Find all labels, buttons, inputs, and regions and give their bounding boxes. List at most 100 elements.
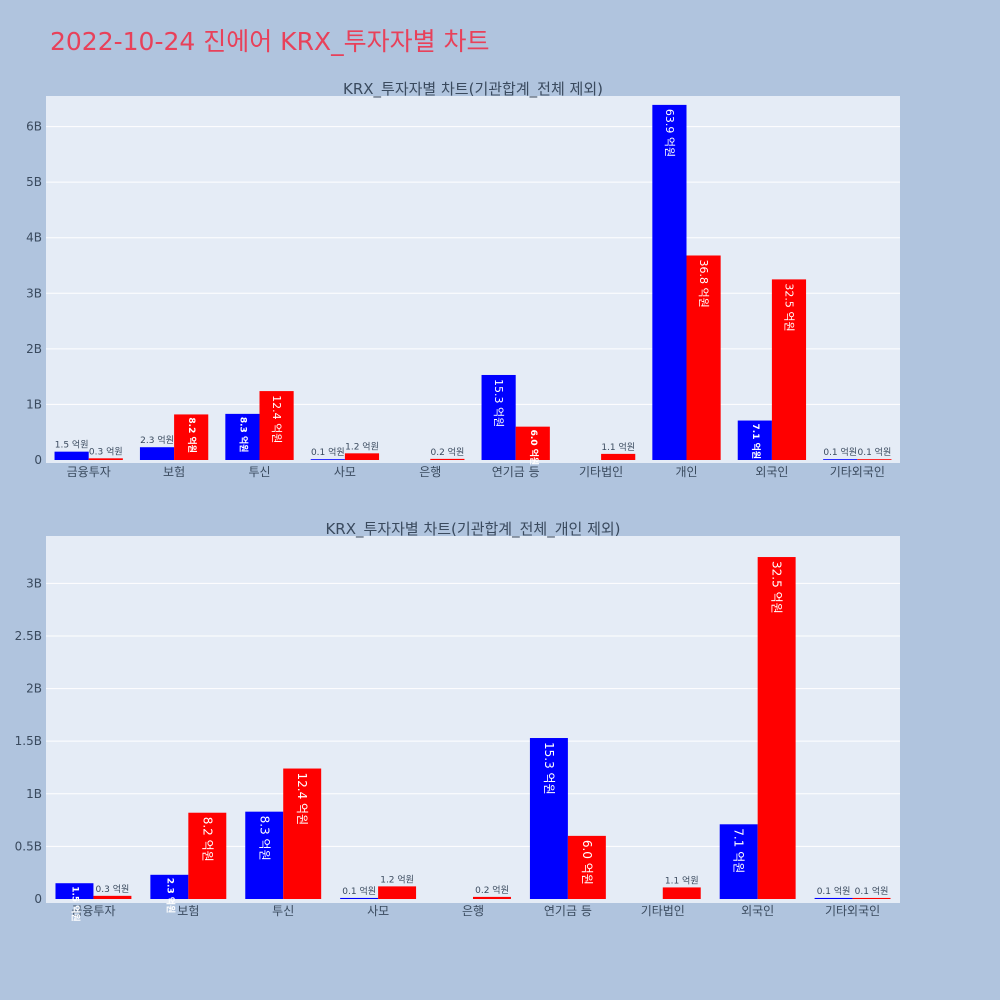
bar [662, 887, 701, 899]
y-tick-label: 3B [26, 576, 42, 590]
data-label: 1.5 억원 [69, 886, 81, 922]
data-label: 1.5 억원 [55, 439, 89, 451]
bar [686, 255, 721, 460]
data-label: 0.1 억원 [855, 885, 889, 897]
bar [481, 374, 516, 460]
x-tick-label: 외국인 [741, 904, 774, 918]
y-tick-label: 2B [26, 682, 42, 696]
data-label: 1.1 억원 [665, 874, 699, 886]
bar [652, 104, 687, 460]
data-label: 6.0 억원 [580, 840, 594, 885]
bar [814, 897, 853, 899]
bar [529, 738, 568, 899]
bar [771, 279, 807, 460]
bar [601, 453, 636, 460]
bar [283, 768, 322, 899]
data-label: 32.5 억원 [770, 561, 784, 614]
data-label: 63.9 억원 [663, 109, 676, 157]
data-label: 15.3 억원 [492, 379, 505, 427]
chart-bottom: 0 0.5B 1B 1.5B 2B 2.5B 3B KRX_투자자별 차트(기관합계_전체_개… [15, 520, 900, 922]
bar [719, 824, 758, 899]
data-label: 0.1 억원 [311, 446, 345, 458]
y-tick-label: 0.5B [15, 839, 42, 853]
y-tick-label: 4B [26, 231, 42, 245]
x-tick-label: 금융투자 [71, 904, 115, 918]
data-label: 0.3 억원 [96, 883, 130, 895]
x-tick-label: 투신 [272, 904, 294, 918]
data-label: 2.3 억원 [164, 878, 176, 914]
bar [567, 835, 606, 899]
y-tick-label: 1B [26, 787, 42, 801]
bar [430, 458, 465, 460]
bar [823, 459, 858, 460]
y-tick-label: 0 [34, 892, 42, 906]
x-tick-label: 개인 [675, 465, 697, 479]
bar [150, 874, 189, 899]
bar [340, 897, 379, 899]
x-tick-label: 외국인 [755, 465, 788, 479]
x-tick-label: 기타법인 [641, 904, 685, 918]
x-tick-label: 기타외국인 [825, 904, 880, 918]
bar [852, 897, 891, 899]
data-label: 7.1 억원 [732, 828, 746, 873]
y-tick-label: 0 [34, 453, 42, 467]
y-tick-label: 1.5B [15, 734, 42, 748]
y-tick-label: 2B [26, 342, 42, 356]
data-label: 1.2 억원 [345, 440, 379, 452]
chart-title: KRX_투자자별 차트(기관합계_전체 제외) [343, 80, 603, 99]
bar [225, 413, 260, 460]
x-tick-label: 투신 [248, 465, 270, 479]
data-label: 1.1 억원 [601, 441, 635, 453]
y-tick-label: 3B [26, 286, 42, 300]
chart-top: 0 1B 2B 3B 4B 5B 6B KRX_투자자별 차트(기관합계_전체 제외) 금융투자… [26, 80, 900, 479]
bar [93, 895, 132, 899]
data-label: 1.2 억원 [380, 873, 414, 885]
bar [757, 557, 796, 899]
data-label: 8.3 억원 [257, 816, 271, 861]
data-label: 12.4 억원 [270, 395, 283, 443]
x-tick-label: 기타법인 [579, 465, 623, 479]
page-title: 2022-10-24 진에어 KRX_투자자별 차트 [50, 27, 490, 56]
data-label: 0.2 억원 [475, 884, 509, 896]
y-tick-label: 2.5B [15, 629, 42, 643]
y-tick-label: 6B [26, 120, 42, 134]
bar [378, 886, 417, 899]
x-tick-label: 은행 [462, 903, 484, 918]
y-tick-label: 1B [26, 397, 42, 411]
data-label: 7.1 억원 [750, 424, 762, 460]
data-label: 0.3 억원 [89, 445, 123, 457]
bar [473, 896, 511, 899]
data-label: 36.8 억원 [697, 259, 710, 307]
x-tick-label: 보험 [177, 904, 199, 918]
data-label: 0.1 억원 [342, 885, 376, 897]
data-label: 0.1 억원 [823, 446, 857, 458]
x-tick-label: 기타외국인 [830, 465, 885, 479]
bar [139, 447, 175, 460]
bar [55, 883, 94, 899]
bar [515, 426, 550, 460]
bar [174, 414, 209, 460]
y-tick-label: 5B [26, 175, 42, 189]
bar [88, 458, 123, 460]
data-label: 2.3 억원 [140, 434, 174, 446]
data-label: 6.0 억원 [528, 430, 540, 466]
x-tick-label: 연기금 등 [544, 904, 592, 918]
data-label: 8.3 억원 [237, 417, 249, 453]
data-label: 32.5 억원 [782, 283, 795, 331]
bar [857, 459, 892, 460]
x-tick-label: 보험 [163, 465, 185, 479]
data-label: 8.2 억원 [186, 417, 198, 453]
bar [310, 459, 345, 460]
bar [245, 811, 284, 899]
data-label: 0.1 억원 [817, 885, 851, 897]
x-tick-label: 금융투자 [67, 465, 111, 479]
x-tick-label: 사모 [334, 465, 356, 479]
x-tick-label: 사모 [367, 904, 389, 918]
data-label: 8.2 억원 [200, 817, 214, 862]
data-label: 15.3 억원 [542, 742, 556, 795]
bar [188, 812, 227, 899]
bar [54, 451, 89, 460]
x-tick-label: 연기금 등 [492, 465, 540, 479]
chart-title: KRX_투자자별 차트(기관합계_전체_개인 제외) [325, 520, 620, 539]
bar [259, 391, 294, 460]
